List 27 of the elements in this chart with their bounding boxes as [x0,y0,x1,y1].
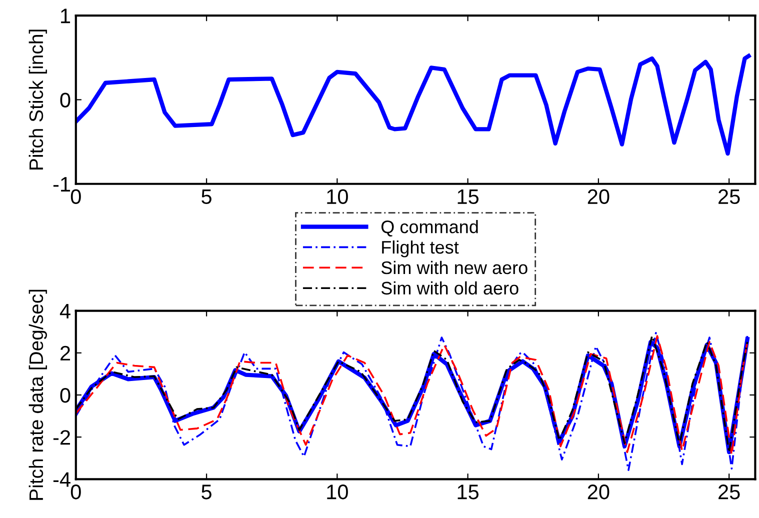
x-tick-label: 10 [327,484,348,500]
x-tick-label: 5 [202,190,212,204]
y-tick-label: 4 [60,304,70,318]
x-tick-label: 20 [588,189,610,204]
x-tick-label: 10 [327,189,348,204]
legend-label: Sim with old aero [381,281,518,295]
x-tick-label: 5 [202,484,212,500]
y-tick-label: -4 [53,472,70,487]
line-series [76,54,751,156]
y-tick-label: 2 [60,346,70,360]
y-tick-label: 1 [61,8,70,24]
x-tick-label: 20 [588,484,610,500]
y-tick-label: -1 [53,177,70,192]
x-tick-label: 15 [458,190,479,204]
legend-label: Q command [381,220,478,236]
y-axis-title: Pitch rate data [Deg/sec] [28,290,47,500]
legend-label: Sim with new aero [381,260,528,274]
x-tick-label: 25 [718,484,740,500]
x-tick-label: 25 [718,189,740,204]
y-tick-label: 0 [60,92,70,108]
y-tick-label: -2 [53,430,70,445]
x-tick-label: 0 [70,189,81,204]
legend-label: Flight test [382,240,459,258]
x-tick-label: 15 [458,484,479,500]
y-tick-label: 0 [60,388,70,403]
x-tick-label: 0 [70,484,81,500]
y-axis-title: Pitch Stick [inch] [28,30,47,170]
